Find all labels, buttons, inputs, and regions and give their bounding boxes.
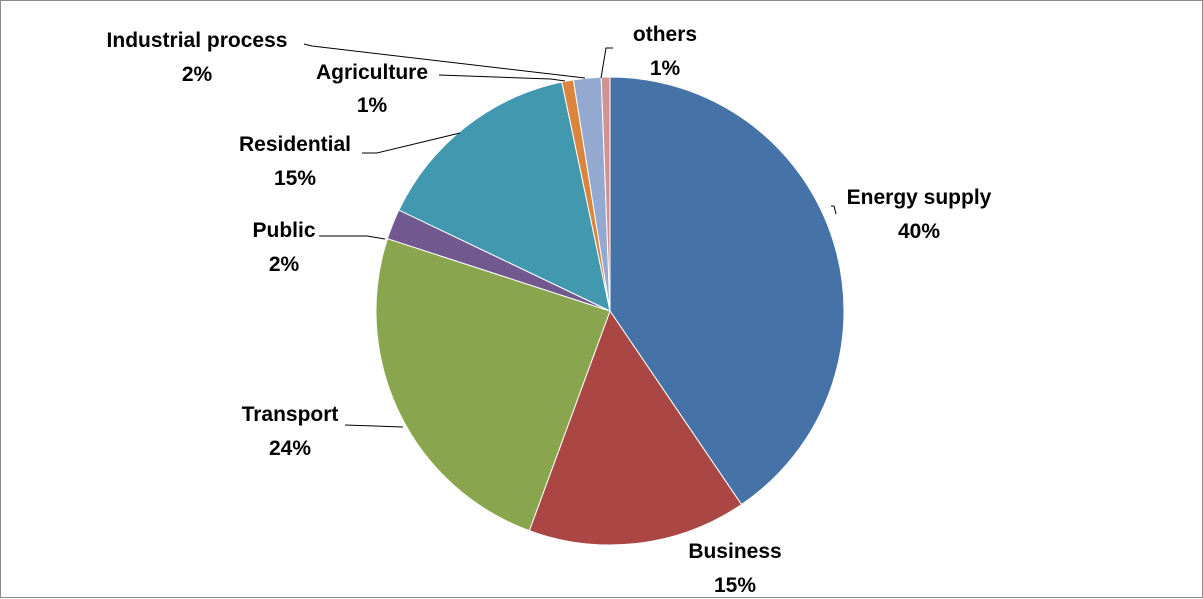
slice-label-business: Business (688, 540, 781, 563)
slice-label-energy-supply: Energy supply (847, 186, 992, 209)
slice-percent-energy-supply: 40% (898, 220, 940, 243)
slice-label-residential: Residential (239, 133, 351, 156)
slice-label-industrial-process: Industrial process (107, 29, 288, 52)
leader-line-transport (344, 424, 404, 428)
slice-label-others: others (633, 23, 697, 46)
slice-percent-others: 1% (650, 57, 681, 80)
pie-slice-business (528, 309, 743, 546)
slice-label-agriculture: Agriculture (316, 61, 428, 84)
leader-line-residential (362, 132, 461, 154)
pie-slice-transport (375, 238, 611, 532)
pie-slice-energy-supply (609, 76, 845, 506)
slice-percent-public: 2% (269, 253, 300, 276)
slice-label-transport: Transport (242, 403, 339, 426)
slice-percent-residential: 15% (274, 167, 316, 190)
leader-line-industrial-process (303, 43, 586, 79)
pie-slices (375, 76, 845, 546)
pie-slice-residential (398, 81, 611, 312)
slice-percent-business: 15% (714, 574, 756, 597)
leader-line-others (600, 47, 613, 79)
slice-percent-transport: 24% (269, 437, 311, 460)
slice-percent-agriculture: 1% (357, 94, 388, 117)
leader-line-public (319, 235, 386, 240)
leader-line-energy-supply (831, 205, 837, 215)
slice-percent-industrial-process: 2% (182, 63, 213, 86)
leader-lines (303, 43, 837, 428)
leader-line-agriculture (438, 74, 566, 82)
slice-label-public: Public (252, 219, 315, 242)
